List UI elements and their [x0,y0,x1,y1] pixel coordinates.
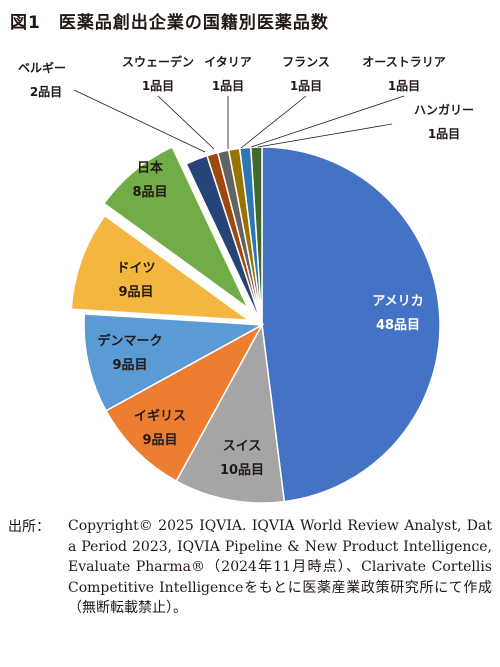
page-title: 図1 医薬品創出企業の国籍別医薬品数 [10,13,329,33]
source-text: Copyright© 2025 IQVIA. IQVIA World Revie… [68,518,492,616]
slice-value-label: 48品目 [376,318,420,333]
pie-slice [104,323,264,483]
slice-label: デンマーク [97,333,162,349]
slice-value-label: 1品目 [388,79,420,93]
slice-label: イタリア [204,55,252,69]
slice-label: スウェーデン [122,54,194,69]
slice-value-label: 1品目 [428,127,460,141]
slice-label: ドイツ [116,261,155,276]
slice-label: ベルギー [18,60,66,75]
leader-line [240,95,307,149]
slice-label: ハンガリー [414,102,474,117]
slice-label: アメリカ [372,294,423,309]
slice-value-label: 9品目 [118,285,153,300]
leader-line [157,95,215,150]
slice-value-label: 8品目 [132,185,167,200]
pie-slice [83,313,265,412]
slice-value-label: 1品目 [142,79,174,93]
slice-label: イギリス [134,408,186,424]
leader-line [257,123,393,148]
slice-value-label: 1品目 [290,79,322,93]
pie-slice [175,322,286,504]
slice-label: オーストラリア [362,55,445,69]
slice-value-label: 9品目 [142,433,177,448]
pie-slice [70,214,252,322]
pie-chart: アメリカ48品目スイス10品目イギリス9品目デンマーク9品目ドイツ9品目日本8品… [18,54,474,504]
leader-line [250,95,405,148]
pie-slice [102,145,249,309]
source-label: 出所： [8,519,50,535]
pie-slice [261,146,441,503]
leader-line [73,89,206,153]
slice-value-label: 9品目 [112,358,147,373]
slice-label: フランス [282,55,330,69]
slice-label: 日本 [137,160,163,176]
pie-slice [250,146,263,326]
slice-value-label: 2品目 [30,85,62,99]
slice-value-label: 10品目 [220,463,264,478]
slice-label: スイス [223,439,262,454]
slice-value-label: 1品目 [212,79,244,93]
